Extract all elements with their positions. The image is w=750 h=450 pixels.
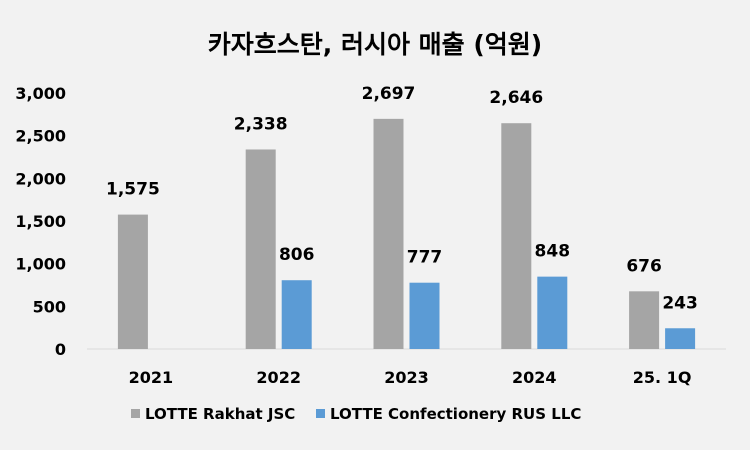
legend: LOTTE Rakhat JSC LOTTE Confectionery RUS …	[131, 405, 581, 423]
data-label: 676	[626, 256, 662, 276]
bar-rakhat-2	[373, 118, 404, 349]
x-tick-label: 2023	[384, 368, 429, 387]
legend-swatch	[316, 409, 325, 418]
x-tick-label: 2022	[256, 368, 301, 387]
bar-rakhat-0	[117, 214, 148, 349]
plot-area: 0 500 1,000 1,500 2,000 2,500 3,000 1,575 2021 2,…	[15, 84, 726, 387]
data-label: 806	[279, 245, 315, 265]
y-tick-label: 1,500	[15, 212, 66, 231]
bar-rus-1	[281, 280, 312, 349]
y-tick-label: 500	[33, 297, 66, 316]
y-tick-label: 1,000	[15, 255, 66, 274]
y-tick-label: 0	[55, 340, 66, 359]
legend-label: LOTTE Rakhat JSC	[145, 405, 295, 423]
bar-rakhat-1	[245, 149, 276, 349]
y-tick-label: 2,500	[15, 127, 66, 146]
x-tick-label: 2024	[512, 368, 557, 387]
bar-rus-2	[409, 282, 440, 349]
data-label: 243	[662, 293, 698, 313]
legend-swatch	[131, 409, 140, 418]
y-tick-label: 2,000	[15, 169, 66, 188]
data-label: 2,338	[234, 114, 288, 134]
data-label: 777	[407, 248, 443, 268]
bar-rus-3	[537, 276, 568, 349]
data-label: 2,646	[489, 88, 543, 108]
y-tick-label: 3,000	[15, 84, 66, 103]
data-label: 848	[535, 242, 571, 262]
x-tick-label: 2021	[129, 368, 174, 387]
data-label: 1,575	[106, 180, 160, 200]
legend-label: LOTTE Confectionery RUS LLC	[330, 405, 581, 423]
x-tick-label: 25. 1Q	[633, 368, 692, 387]
bar-rus-4	[665, 328, 696, 349]
bar-rakhat-4	[629, 291, 660, 349]
chart-title: 카자흐스탄, 러시아 매출 (억원)	[208, 30, 542, 59]
bar-rakhat-3	[501, 123, 532, 349]
data-label: 2,697	[362, 84, 416, 104]
